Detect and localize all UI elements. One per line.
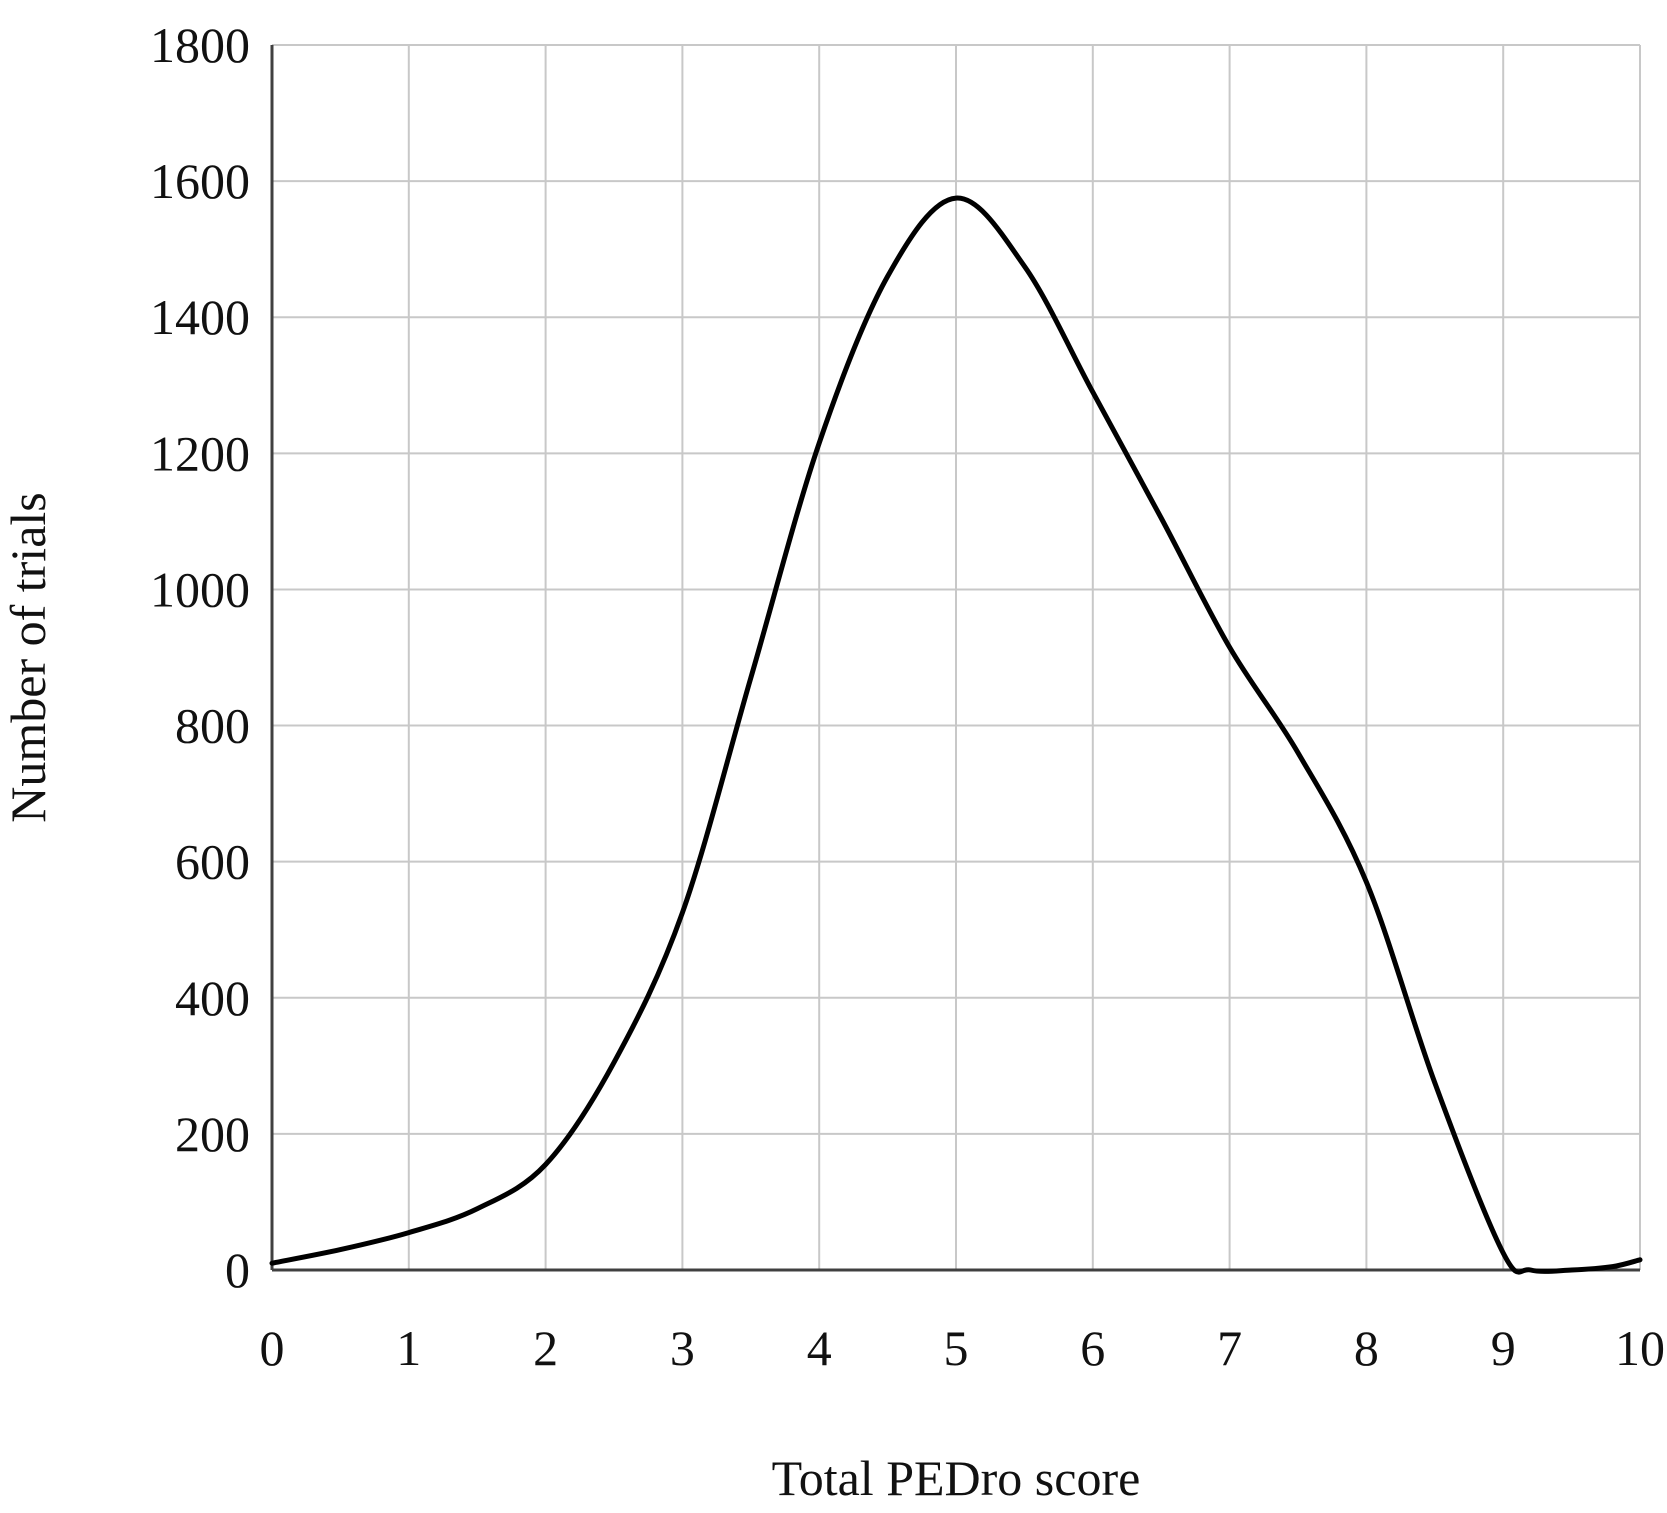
x-tick-label-5: 5	[944, 1320, 969, 1376]
x-tick-label-8: 8	[1354, 1320, 1379, 1376]
x-tick-label-4: 4	[807, 1320, 832, 1376]
x-tick-label-0: 0	[260, 1320, 285, 1376]
y-axis-title: Number of trials	[0, 492, 56, 822]
y-tick-label-9: 1800	[150, 17, 250, 73]
x-axis-tick-labels: 0 1 2 3 4 5 6 7 8 9 10	[260, 1320, 1666, 1376]
x-tick-label-6: 6	[1080, 1320, 1105, 1376]
y-tick-label-5: 1000	[150, 561, 250, 617]
series-line-0	[269, 195, 1643, 1275]
x-tick-label-3: 3	[670, 1320, 695, 1376]
x-tick-label-10: 10	[1615, 1320, 1665, 1376]
x-tick-label-1: 1	[396, 1320, 421, 1376]
series-group	[269, 195, 1643, 1275]
x-tick-label-9: 9	[1491, 1320, 1516, 1376]
y-tick-label-6: 1200	[150, 425, 250, 481]
y-tick-label-0: 0	[225, 1242, 250, 1298]
y-tick-label-7: 1400	[150, 289, 250, 345]
x-tick-label-2: 2	[533, 1320, 558, 1376]
y-axis-tick-labels: 0 200 400 600 800 1000 1200 1400 1600 1800	[150, 17, 250, 1298]
y-tick-label-3: 600	[175, 834, 250, 890]
axes	[270, 45, 1640, 1272]
x-tick-label-7: 7	[1217, 1320, 1242, 1376]
y-tick-label-2: 400	[175, 970, 250, 1026]
x-axis-title: Total PEDro score	[772, 1450, 1141, 1506]
y-tick-label-8: 1600	[150, 153, 250, 209]
y-tick-label-1: 200	[175, 1106, 250, 1162]
y-tick-label-4: 800	[175, 698, 250, 754]
